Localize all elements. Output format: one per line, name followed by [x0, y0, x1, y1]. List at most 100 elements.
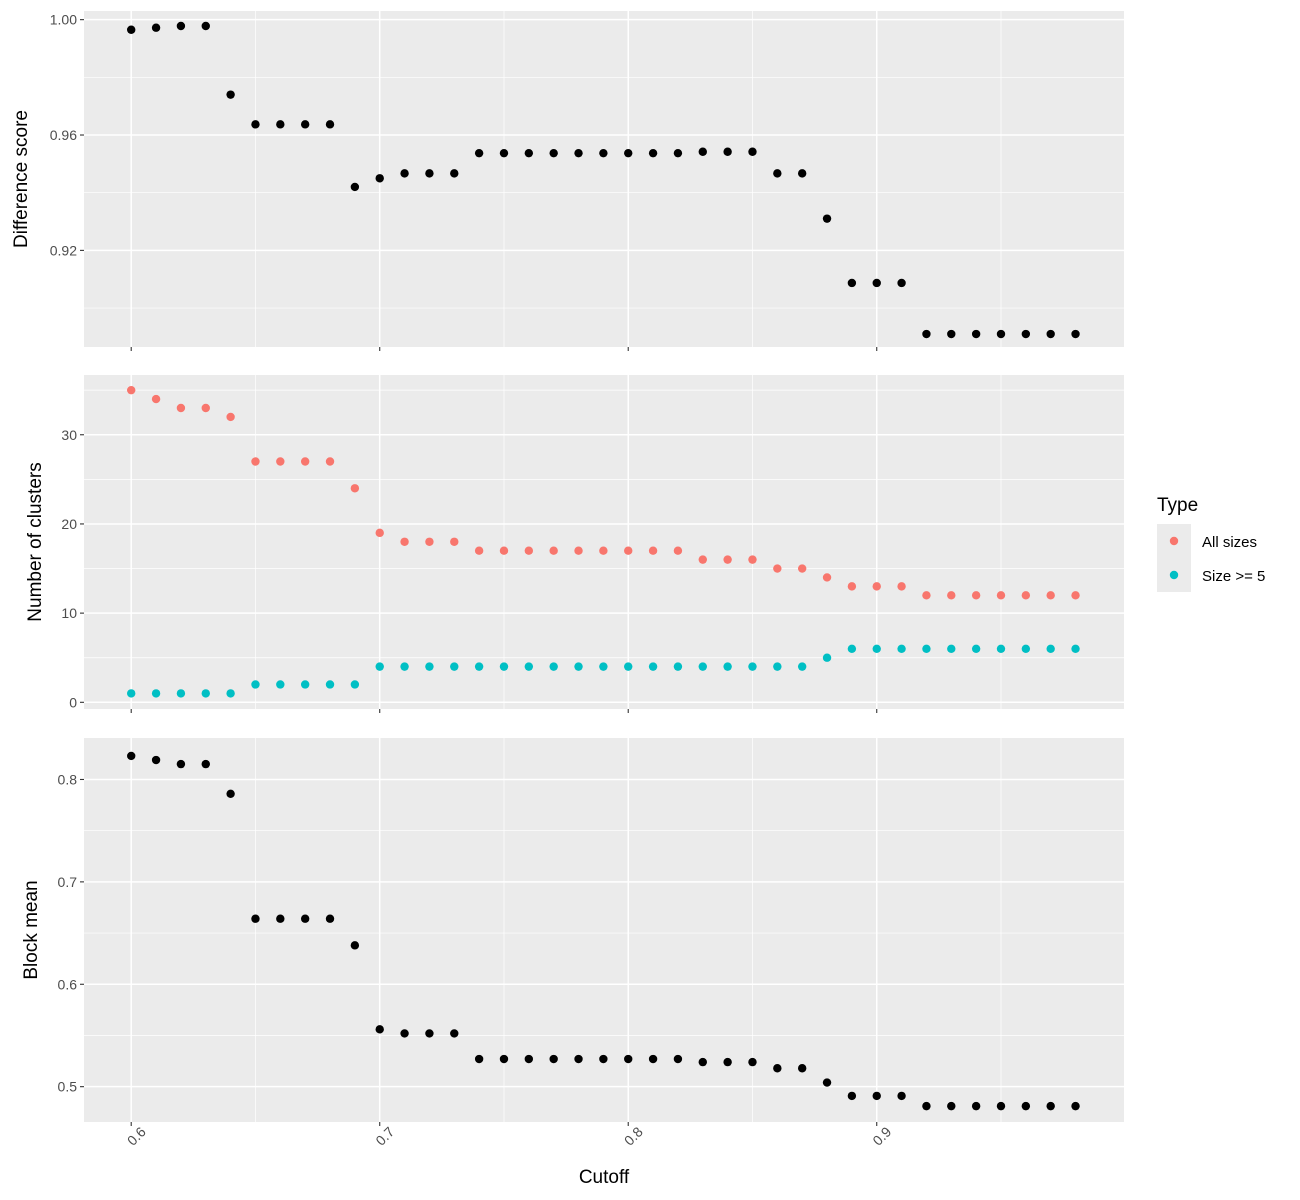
data-point	[1046, 591, 1055, 600]
panel-background	[84, 375, 1124, 709]
data-point	[599, 662, 608, 671]
series-1	[127, 385, 1080, 600]
data-point	[300, 914, 310, 923]
data-point	[325, 457, 335, 466]
y-tick-label: 0.92	[50, 242, 77, 258]
data-point	[1071, 644, 1080, 653]
data-point	[375, 1025, 384, 1034]
data-point	[1046, 1101, 1055, 1111]
x-tick-label: 0.9	[869, 1123, 894, 1148]
data-point	[400, 662, 409, 671]
panel-background	[84, 11, 1124, 347]
data-point	[425, 537, 434, 546]
data-point	[201, 759, 210, 769]
legend-key-point	[1169, 536, 1179, 546]
data-point	[1071, 329, 1080, 339]
data-point	[549, 1054, 558, 1064]
data-point	[450, 1029, 459, 1038]
data-point	[176, 21, 186, 31]
data-point	[400, 1029, 409, 1038]
data-point	[648, 1054, 658, 1064]
y-tick-label: 0	[69, 694, 77, 710]
data-point	[574, 148, 583, 158]
data-point	[847, 1091, 857, 1101]
series-1	[127, 21, 1080, 339]
data-point	[524, 546, 534, 555]
y-axis-title: Difference score	[11, 110, 32, 248]
data-point	[499, 546, 509, 555]
data-point	[947, 1101, 956, 1111]
data-point	[276, 120, 285, 129]
data-point	[375, 662, 384, 671]
y-tick-label: 30	[61, 427, 77, 443]
data-point	[549, 546, 558, 555]
data-point	[996, 591, 1006, 600]
data-point	[822, 573, 832, 582]
data-point	[325, 680, 335, 689]
y-tick-label: 20	[61, 516, 77, 532]
data-point	[673, 546, 683, 555]
data-point	[773, 169, 782, 178]
data-point	[425, 1029, 434, 1038]
data-point	[549, 148, 558, 158]
data-point	[176, 759, 186, 769]
data-point	[450, 662, 459, 671]
data-point	[425, 662, 434, 671]
data-point	[1046, 644, 1055, 653]
y-tick-label: 0.6	[58, 976, 78, 992]
data-point	[624, 546, 633, 555]
data-point	[549, 662, 558, 671]
data-point	[822, 1078, 832, 1087]
data-point	[797, 662, 807, 671]
data-point	[922, 1101, 931, 1111]
y-axis-title: Block mean	[21, 880, 42, 979]
data-point	[897, 644, 906, 653]
data-point	[897, 1091, 906, 1101]
data-point	[151, 23, 161, 32]
data-point	[1021, 591, 1031, 600]
data-point	[698, 1057, 707, 1067]
data-point	[251, 914, 260, 923]
y-tick-label: 0.8	[58, 771, 78, 787]
x-axis-title: Cutoff	[579, 1167, 630, 1188]
data-point	[127, 25, 136, 34]
data-point	[1021, 1101, 1031, 1111]
data-point	[996, 1101, 1006, 1111]
data-point	[624, 662, 633, 671]
data-point	[276, 680, 285, 689]
data-point	[251, 680, 260, 689]
data-point	[748, 147, 757, 156]
data-point	[624, 148, 633, 158]
y-tick-label: 0.5	[58, 1079, 78, 1095]
data-point	[872, 582, 881, 591]
data-point	[1021, 644, 1031, 653]
data-point	[822, 653, 832, 662]
data-point	[922, 644, 931, 653]
data-point	[325, 120, 335, 129]
data-point	[276, 914, 285, 923]
x-tick-label: 0.7	[372, 1123, 397, 1148]
data-point	[599, 546, 608, 555]
data-point	[599, 1054, 608, 1064]
legend-key-point	[1169, 570, 1179, 580]
data-point	[226, 412, 235, 422]
data-point	[350, 182, 360, 192]
data-point	[648, 662, 658, 671]
data-point	[574, 662, 583, 671]
legend-label: All sizes	[1202, 534, 1257, 551]
y-tick-label: 0.96	[50, 127, 77, 143]
data-point	[971, 591, 981, 600]
data-point	[1071, 1101, 1080, 1111]
data-point	[673, 1054, 683, 1064]
data-point	[524, 662, 534, 671]
y-tick-label: 0.7	[58, 874, 78, 890]
data-point	[524, 1054, 534, 1064]
data-point	[1021, 329, 1031, 339]
data-point	[996, 329, 1006, 339]
data-point	[474, 148, 484, 158]
data-point	[350, 484, 360, 493]
data-point	[127, 385, 136, 395]
data-point	[947, 329, 956, 339]
data-point	[748, 555, 757, 564]
data-point	[151, 394, 161, 404]
